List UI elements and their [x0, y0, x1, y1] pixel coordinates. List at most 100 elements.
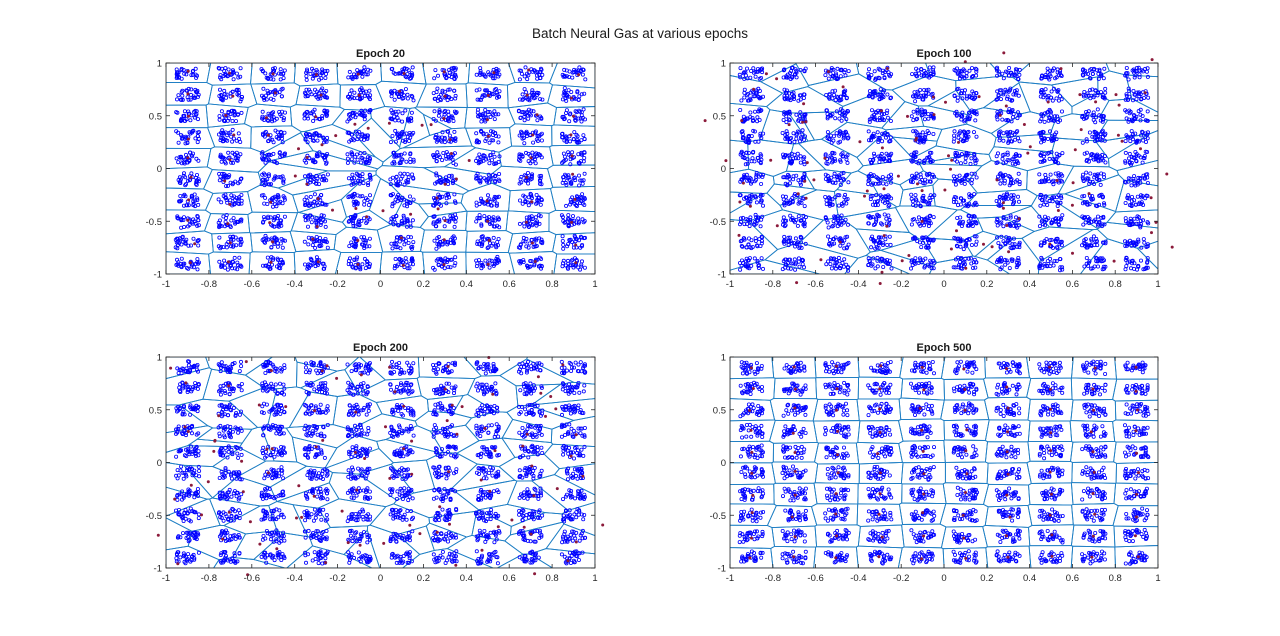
data-point — [790, 195, 795, 200]
data-point — [367, 193, 372, 198]
data-point — [355, 255, 360, 260]
data-point — [361, 111, 366, 116]
data-point — [759, 153, 764, 158]
data-point — [876, 181, 881, 186]
data-point — [363, 240, 368, 245]
data-point — [918, 256, 923, 261]
data-point — [390, 66, 395, 71]
data-point — [739, 98, 744, 103]
data-point — [186, 203, 191, 208]
data-point — [800, 128, 805, 133]
data-point — [792, 139, 797, 144]
x-tick-label: 0.2 — [417, 279, 430, 290]
data-point — [177, 75, 182, 80]
data-point — [179, 133, 184, 138]
data-point — [365, 260, 370, 265]
data-point — [187, 158, 192, 163]
data-point — [830, 197, 835, 202]
data-point — [225, 118, 230, 123]
data-point — [878, 87, 883, 92]
data-point — [757, 96, 762, 101]
data-point — [410, 65, 415, 70]
data-point — [453, 66, 458, 71]
data-point — [180, 235, 185, 240]
data-point — [963, 244, 968, 249]
data-point — [745, 221, 750, 226]
data-point — [803, 113, 808, 118]
data-point — [579, 152, 584, 157]
data-point — [783, 265, 788, 270]
data-point — [927, 154, 932, 159]
data-point — [825, 130, 830, 135]
data-point — [781, 215, 786, 220]
data-point — [490, 73, 495, 78]
data-point — [537, 72, 542, 77]
data-point — [799, 218, 804, 223]
data-point — [303, 218, 308, 223]
data-point — [568, 157, 573, 162]
data-point — [266, 118, 271, 123]
data-point — [783, 194, 788, 199]
data-point — [750, 119, 755, 124]
data-point — [926, 116, 931, 121]
data-point — [953, 257, 958, 262]
voronoi-cell — [548, 209, 595, 235]
data-point — [181, 68, 186, 73]
prototype-point — [305, 182, 309, 186]
data-point — [882, 212, 887, 217]
subplot-title: Epoch 20 — [356, 48, 405, 60]
data-point — [561, 242, 566, 247]
data-point — [828, 201, 833, 206]
data-point — [437, 217, 442, 222]
data-point — [972, 214, 977, 219]
data-point — [748, 96, 753, 101]
data-point — [828, 153, 833, 158]
data-point — [887, 261, 892, 266]
data-point — [346, 219, 351, 224]
data-point — [877, 110, 882, 115]
data-point — [832, 214, 837, 219]
data-point — [925, 262, 930, 267]
data-point — [435, 236, 440, 241]
data-point — [742, 95, 747, 100]
data-point — [346, 112, 351, 117]
data-point — [221, 118, 226, 123]
data-point — [304, 110, 309, 115]
data-point — [492, 117, 497, 122]
data-point — [878, 240, 883, 245]
data-point — [265, 255, 270, 260]
data-point — [955, 151, 960, 156]
data-point — [235, 156, 240, 161]
data-point — [182, 71, 187, 76]
data-point — [230, 89, 235, 94]
data-point — [798, 154, 803, 159]
data-point — [280, 140, 285, 145]
data-point — [517, 133, 522, 138]
data-point — [453, 93, 458, 98]
data-point — [790, 91, 795, 96]
data-point — [793, 72, 798, 77]
data-point — [267, 113, 272, 118]
data-point — [234, 196, 239, 201]
data-point — [367, 172, 372, 177]
data-point — [881, 90, 886, 95]
data-point — [193, 198, 198, 203]
data-point — [839, 118, 844, 123]
data-point — [360, 242, 365, 247]
data-point — [754, 170, 759, 175]
data-point — [884, 111, 889, 116]
data-point — [797, 198, 802, 203]
data-point — [877, 214, 882, 219]
data-point — [261, 86, 266, 91]
data-point — [269, 245, 274, 250]
data-point — [352, 216, 357, 221]
data-point — [748, 90, 753, 95]
data-point — [580, 181, 585, 186]
data-point — [358, 179, 363, 184]
data-point — [309, 92, 314, 97]
data-point — [826, 234, 831, 239]
data-point — [305, 116, 310, 121]
data-point — [217, 114, 222, 119]
data-point — [271, 257, 276, 262]
data-point — [572, 221, 577, 226]
